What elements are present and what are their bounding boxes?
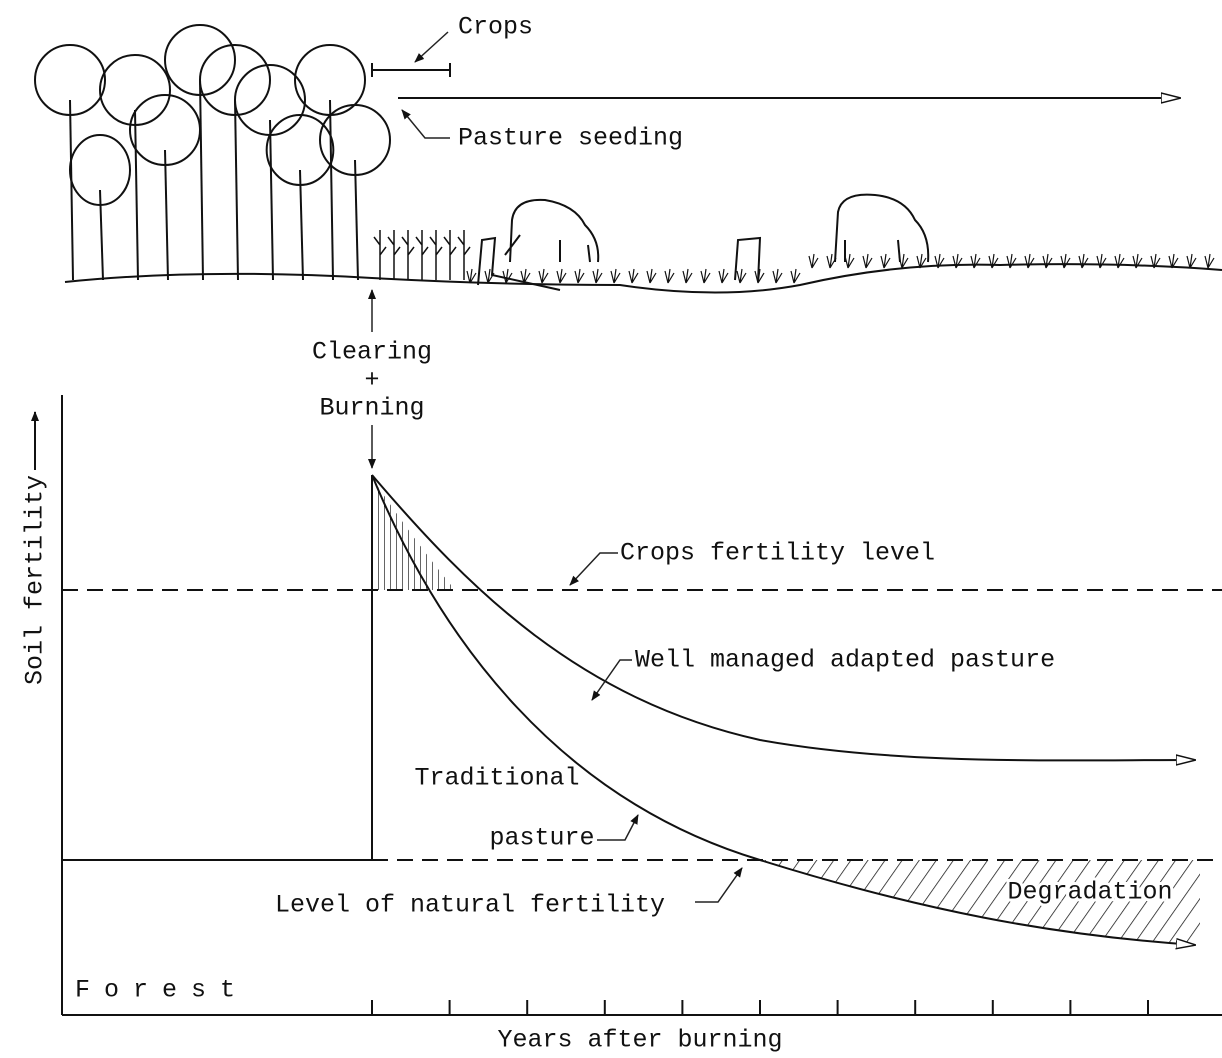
grass (737, 269, 746, 283)
tree-trunk (200, 80, 203, 280)
crop-plant (458, 230, 470, 280)
ticks (372, 1000, 1148, 1015)
grass (971, 254, 980, 268)
grass (1205, 254, 1214, 268)
grass (539, 269, 548, 283)
degradation-label: Degradation (1007, 878, 1172, 907)
cow (505, 200, 598, 262)
grass (755, 269, 764, 283)
grass (809, 254, 818, 268)
grass (845, 254, 854, 268)
grass (719, 269, 728, 283)
y-axis-label: Soil fertility (21, 475, 50, 685)
tree-trunk (300, 170, 303, 280)
crop-plant (402, 230, 414, 280)
grass (773, 269, 782, 283)
crops-level-leader (570, 553, 618, 585)
cow (835, 195, 928, 262)
grass (1043, 254, 1052, 268)
pasture-seeding-label: Pasture seeding (458, 124, 683, 153)
x-axis-label: Years after burning (497, 1026, 782, 1055)
burning-label: Burning (319, 394, 424, 423)
crops-leader (415, 32, 448, 62)
grass (503, 269, 512, 283)
traditional-label: Traditional (414, 764, 579, 793)
natural-fertility-label: Level of natural fertility (275, 891, 665, 920)
tree-trunk (330, 100, 333, 280)
tree-trunk (135, 110, 138, 280)
diagram: Crops Pasture seeding Clearing + Burning… (0, 0, 1222, 1058)
grass (593, 269, 602, 283)
crop-plant (374, 230, 386, 280)
tree-trunk (355, 160, 358, 280)
grass (575, 269, 584, 283)
illustration: Crops Pasture seeding Clearing + Burning (35, 13, 1222, 468)
grass (557, 269, 566, 283)
well-managed-curve (372, 475, 1195, 760)
grass (1007, 254, 1016, 268)
grass (1187, 254, 1196, 268)
grass (1079, 254, 1088, 268)
grass (629, 269, 638, 283)
crop-plant (444, 230, 456, 280)
tree-trunk (70, 100, 73, 280)
tree-trunk (270, 120, 273, 280)
crops-label: Crops (458, 13, 533, 42)
grass (881, 254, 890, 268)
well-managed-leader (592, 660, 632, 700)
grass (1025, 254, 1034, 268)
grass (701, 269, 710, 283)
graph: Soil fertility Years after burning Fores… (21, 395, 1222, 1055)
crops-fertility-label: Crops fertility level (620, 539, 935, 568)
traditional-label: pasture (489, 824, 594, 853)
natural-leader (695, 868, 742, 902)
well-managed-label: Well managed adapted pasture (635, 646, 1055, 675)
tree-trunk (100, 190, 103, 280)
grass (863, 254, 872, 268)
pasture-leader (402, 110, 450, 138)
grass (1061, 254, 1070, 268)
grass (791, 269, 800, 283)
grass (683, 269, 692, 283)
tree-trunk (165, 150, 168, 280)
crop-plant (430, 230, 442, 280)
clearing-label: Clearing (312, 338, 432, 367)
grass (611, 269, 620, 283)
plus-label: + (364, 366, 379, 395)
crop-plant (416, 230, 428, 280)
grass (1097, 254, 1106, 268)
traditional-leader (597, 815, 638, 840)
tree-trunk (235, 100, 238, 280)
crop-plant (388, 230, 400, 280)
hatch-crops (372, 478, 455, 590)
grass (647, 269, 656, 283)
grass (467, 269, 476, 283)
grass (665, 269, 674, 283)
forest-label: Forest (75, 976, 249, 1005)
